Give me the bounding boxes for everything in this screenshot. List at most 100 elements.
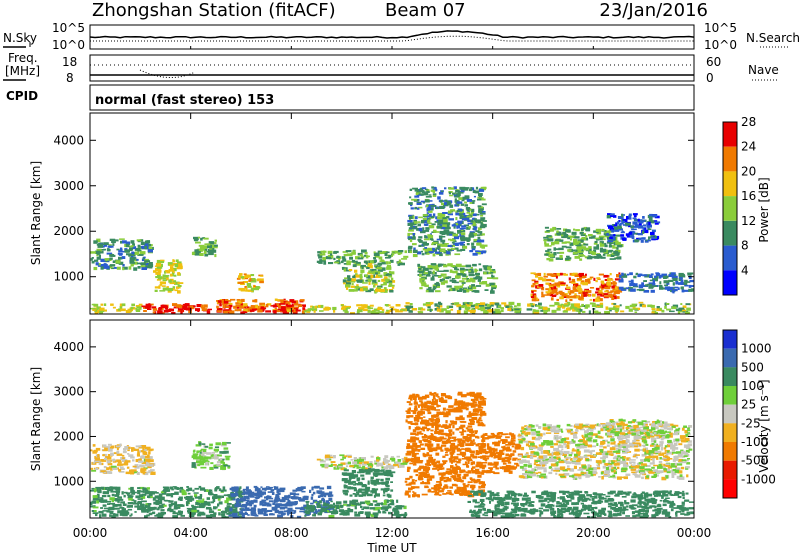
heatmap-patch	[304, 499, 408, 518]
station-title: Zhongshan Station (fitACF)	[92, 0, 336, 21]
colorbar-level: 8	[741, 239, 749, 253]
noise-tick-bottom: 10^0	[52, 38, 85, 52]
heatmap-patch	[153, 259, 184, 294]
colorbar-level: -500	[741, 454, 768, 468]
heatmap-patch	[605, 418, 674, 440]
frequency-panel: Freq. [MHz] 18 8 60 0 Nave	[3, 51, 779, 85]
colorbar-swatch	[723, 196, 737, 221]
freq-tick-bottom: 8	[66, 71, 74, 85]
nsky-label: N.Sky	[3, 31, 37, 45]
colorbar-swatch	[723, 479, 737, 498]
heatmap-patch	[316, 454, 409, 471]
nave-tick-top: 60	[706, 55, 721, 69]
x-tick-label: 00:00	[677, 526, 712, 540]
heatmap-patch	[90, 443, 156, 476]
colorbar-level: 12	[741, 214, 756, 228]
power-colorbar-title: Power [dB]	[757, 177, 771, 242]
nave-label: Nave	[748, 63, 779, 77]
heatmap-patch	[191, 236, 218, 258]
x-tick-label: 20:00	[576, 526, 611, 540]
heatmap-patch	[191, 441, 231, 471]
y-tick-label: 1000	[53, 474, 84, 488]
heatmap-patch	[606, 213, 661, 243]
colorbar-level: 25	[741, 398, 756, 412]
heatmap-patch	[341, 467, 396, 498]
noise-tick-top: 10^5	[52, 21, 85, 35]
heatmap-patch	[90, 238, 154, 271]
colorbar-swatch	[723, 270, 737, 295]
heatmap-patch	[530, 272, 623, 303]
noise-tick-top-right: 10^5	[704, 21, 737, 35]
velocity-colorbar-title: Velocity [m s⁻¹]	[757, 379, 771, 472]
y-tick-label: 4000	[53, 340, 84, 354]
cpid-text: normal (fast stereo) 153	[95, 93, 274, 108]
colorbar-level: 28	[741, 115, 756, 129]
beam-title: Beam 07	[385, 0, 466, 21]
velocity-panel: 1000 2000 3000 4000 Slant Range [km]	[29, 319, 695, 519]
colorbar-level: 20	[741, 164, 756, 178]
heatmap-patch	[417, 263, 499, 294]
heatmap-patch	[90, 485, 245, 518]
colorbar-level: 100	[741, 379, 764, 393]
colorbar-level: 16	[741, 189, 756, 203]
colorbar-level: -25	[741, 416, 761, 430]
freq-unit: [MHz]	[5, 64, 40, 78]
x-tick-label: 12:00	[375, 526, 410, 540]
y-tick-label: 4000	[53, 133, 84, 147]
colorbar-swatch	[723, 404, 737, 424]
time-axis-label: Time UT	[366, 541, 417, 554]
colorbar-swatch	[723, 171, 737, 197]
colorbar-swatch	[723, 146, 737, 172]
y-tick-label: 3000	[53, 179, 84, 193]
colorbar-swatch	[723, 122, 737, 147]
colorbar-swatch	[723, 220, 737, 246]
colorbar-level: 24	[741, 140, 756, 154]
noise-sky-line	[89, 30, 695, 39]
power-heatmap	[90, 186, 694, 314]
heatmap-patch	[341, 263, 396, 294]
power-panel: 1000 2000 3000 4000 Slant Range [km]	[29, 112, 695, 315]
power-colorbar: 4 8 12 16 20 24 28	[722, 115, 756, 296]
colorbar-swatch	[723, 442, 737, 461]
heatmap-patch	[216, 298, 308, 314]
colorbar-swatch	[723, 386, 737, 405]
x-tick-label: 16:00	[475, 526, 510, 540]
noise-panel: N.Sky 10^5 10^0 10^5 10^0 N.Search	[3, 21, 800, 52]
colorbar-swatch	[723, 245, 737, 271]
colorbar-level: 1000	[741, 342, 772, 356]
velocity-colorbar: 1000 500 100 25 -25 -100 -500 -1000	[722, 329, 776, 499]
x-tick-label: 04:00	[173, 526, 208, 540]
heatmap-patch	[228, 485, 335, 518]
nave-tick-bottom: 0	[706, 71, 714, 85]
colorbar-level: 500	[741, 360, 764, 374]
colorbar-swatch	[723, 423, 737, 442]
noise-tick-bottom-right: 10^0	[704, 38, 737, 52]
velocity-heatmap	[90, 391, 694, 518]
colorbar-level: -1000	[741, 472, 776, 486]
heatmap-patch	[467, 490, 694, 518]
nsearch-label: N.Search	[746, 31, 800, 45]
y-tick-label: 2000	[53, 224, 84, 238]
colorbar-swatch	[723, 367, 737, 386]
velocity-ylabel: Slant Range [km]	[29, 367, 43, 471]
heatmap-patch	[618, 272, 694, 294]
heatmap-patch	[480, 432, 523, 475]
freq-tick-top: 18	[62, 55, 77, 69]
heatmap-patch	[304, 304, 409, 314]
heatmap-patch	[316, 249, 409, 266]
cpid-label: CPID	[6, 89, 38, 103]
freq-label: Freq.	[8, 51, 38, 65]
colorbar-swatch	[723, 460, 737, 480]
cpid-panel: CPID normal (fast stereo) 153	[6, 84, 695, 111]
heatmap-patch	[405, 301, 692, 314]
y-tick-label: 1000	[53, 270, 84, 284]
colorbar-swatch	[723, 348, 737, 368]
time-axis: 00:00 04:00 08:00 12:00 16:00 20:00 00:00	[73, 46, 712, 540]
x-tick-label: 08:00	[274, 526, 309, 540]
colorbar-level: 4	[741, 263, 749, 277]
x-tick-label: 00:00	[73, 526, 108, 540]
heatmap-patch	[543, 226, 624, 262]
y-tick-label: 3000	[53, 385, 84, 399]
heatmap-patch	[404, 391, 488, 498]
